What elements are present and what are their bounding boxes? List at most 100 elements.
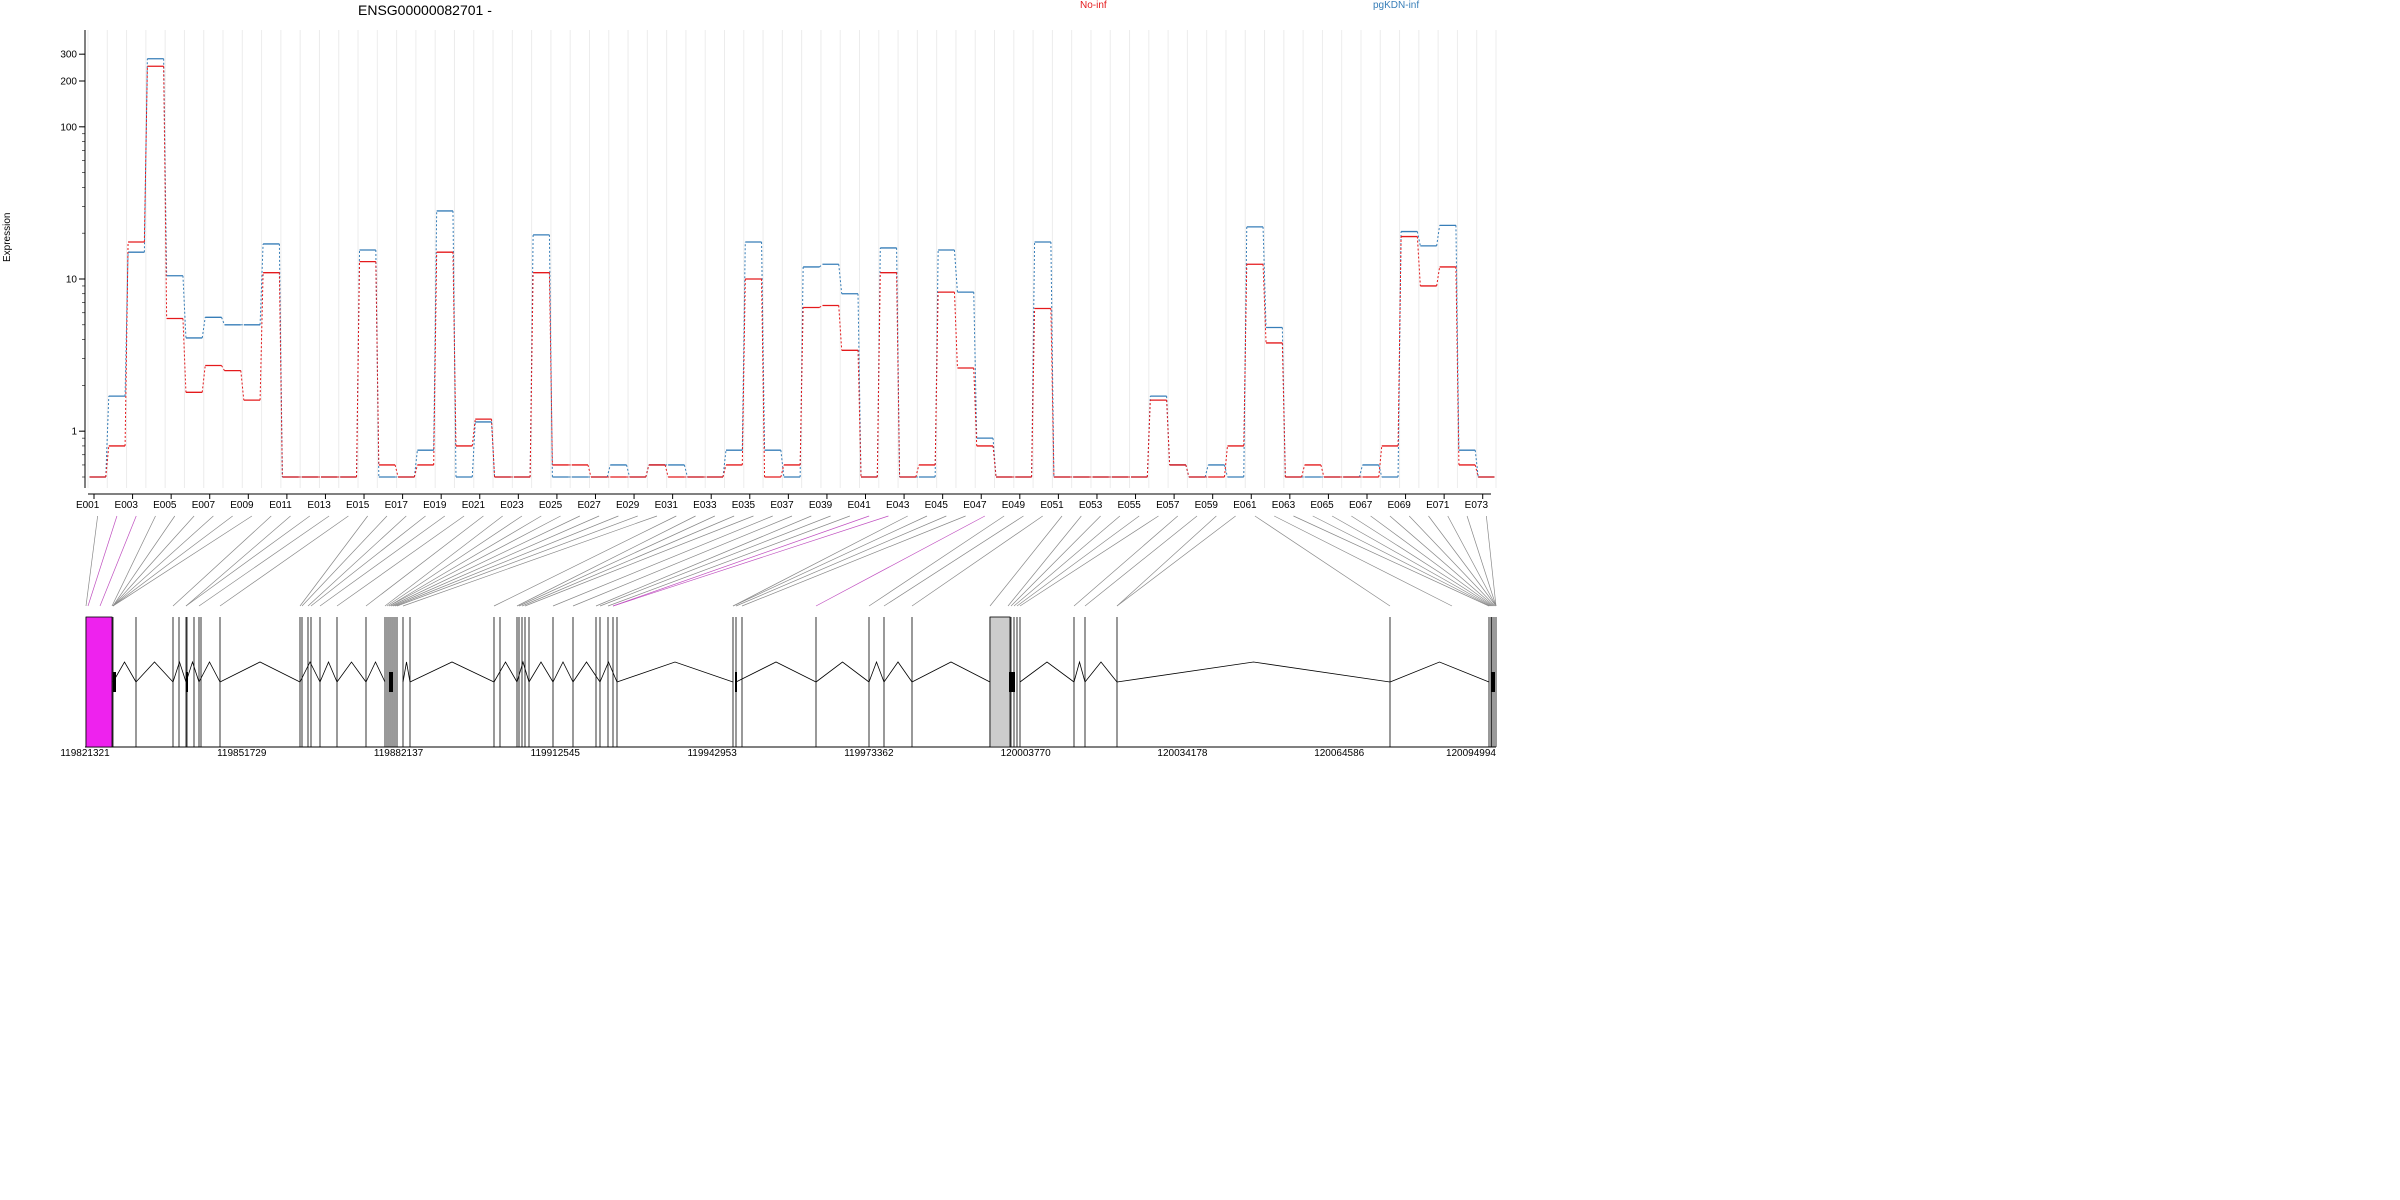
exon-connector	[1466, 515, 1497, 607]
exon-connector	[1447, 515, 1497, 607]
series-connector	[259, 243, 264, 325]
exon-connector	[112, 515, 253, 607]
exon-connector	[1486, 515, 1497, 607]
x-tick-label: E023	[500, 500, 524, 511]
x-tick-label: E029	[616, 500, 640, 511]
intron-chevron	[409, 661, 495, 683]
exon-connector	[524, 515, 754, 607]
intron-chevron	[883, 661, 913, 683]
chart-svg: 1 10 100 200 300 E001 E003 E005 E007 E009 E011 E013…	[60, 30, 1497, 759]
exon-connector	[741, 515, 966, 607]
series-connector	[413, 450, 418, 478]
exon-connector	[1013, 515, 1121, 607]
x-tick-label: E031	[655, 500, 679, 511]
x-tick-label: E071	[1426, 500, 1450, 511]
exon-connector	[1116, 515, 1217, 607]
genome-tick-label: 119821321	[60, 748, 110, 759]
x-tick-label: E011	[269, 500, 292, 511]
intron-chevron	[815, 661, 870, 683]
exon-connector	[1019, 515, 1159, 607]
x-tick-label: E005	[153, 500, 177, 511]
exon-connector	[392, 515, 600, 607]
grey-exon	[989, 616, 1011, 748]
exon-connector	[735, 515, 947, 607]
y-tick-label: 1	[71, 427, 77, 438]
intron-chevron	[319, 660, 338, 683]
exon-mark	[1009, 672, 1015, 692]
series-connector	[105, 396, 110, 478]
genome-tick-label: 119942953	[687, 748, 737, 759]
exon-connector	[732, 515, 908, 607]
exon-connector	[299, 515, 368, 607]
legend-entry-pgkdn-inf: pgKDN-inf	[1373, 0, 1420, 11]
exon-connector	[172, 515, 272, 607]
x-tick-label: E073	[1465, 500, 1489, 511]
series-connector	[1397, 236, 1402, 446]
series-connector	[452, 252, 457, 446]
series-connector	[934, 292, 939, 465]
exon-connector	[1351, 515, 1493, 607]
series-connector	[124, 241, 129, 446]
exon-connector	[883, 515, 1024, 607]
series-connector	[953, 249, 958, 293]
x-tick-label: E059	[1195, 500, 1219, 511]
series-connector	[375, 261, 380, 465]
intron-chevron	[528, 661, 554, 683]
exon-connector	[595, 515, 812, 607]
intron-chevron	[616, 661, 734, 683]
series-connector	[1455, 266, 1460, 465]
exon-connector	[112, 515, 214, 607]
intron-chevron	[299, 661, 321, 683]
exon-connector	[198, 515, 330, 607]
intron-chevron	[1389, 661, 1490, 683]
series-connector	[143, 66, 148, 243]
x-tick-label: E047	[963, 500, 987, 511]
series-connector	[819, 305, 823, 308]
exon-connector	[1084, 515, 1198, 607]
series-connector	[105, 445, 110, 478]
exon-connector	[989, 515, 1063, 607]
series-connector	[240, 370, 245, 401]
genome-tick-label: 120034178	[1157, 748, 1207, 759]
chart-title: ENSG00000082701 -	[358, 2, 492, 18]
exon-connector	[612, 515, 870, 607]
exon-connector	[301, 515, 388, 607]
series-connector	[973, 368, 978, 446]
exon-connector	[1116, 515, 1236, 607]
intron-chevron	[1084, 661, 1118, 683]
exon-connector	[1408, 515, 1496, 607]
series-connector	[278, 243, 283, 478]
series-connector	[259, 272, 264, 401]
x-tick-label: E049	[1002, 500, 1026, 511]
exon-connector	[1293, 515, 1490, 607]
exon-connector	[87, 515, 118, 607]
y-tick-label: 10	[66, 274, 78, 285]
x-tick-label: E055	[1117, 500, 1141, 511]
intron-chevron	[1073, 660, 1086, 683]
exon-connector	[185, 515, 311, 607]
series-connector	[1050, 308, 1055, 478]
intron-chevron	[1019, 661, 1075, 683]
x-tick-label: E009	[230, 500, 254, 511]
intron-chevron	[402, 661, 411, 683]
x-tick-label: E063	[1272, 500, 1296, 511]
intron-chevron	[493, 661, 518, 683]
intron-chevron	[552, 661, 574, 683]
intron-chevron	[572, 661, 601, 683]
exon-connector	[388, 515, 542, 607]
exon-connector	[365, 515, 484, 607]
genome-tick-label: 120094994	[1446, 748, 1496, 759]
exon-connector	[599, 515, 831, 607]
exon-connector	[386, 515, 523, 607]
exon-connector	[1370, 515, 1494, 607]
series-connector	[201, 317, 206, 338]
series-connector	[221, 365, 225, 371]
series-no-inf	[89, 65, 1495, 478]
x-tick-label: E017	[385, 500, 409, 511]
series-connector	[182, 318, 187, 393]
exon-connector	[552, 515, 773, 607]
genome-tick-label: 119912545	[531, 748, 581, 759]
exon-connector	[868, 515, 1005, 607]
exon-connector	[219, 515, 349, 607]
exon-mark	[389, 672, 393, 692]
